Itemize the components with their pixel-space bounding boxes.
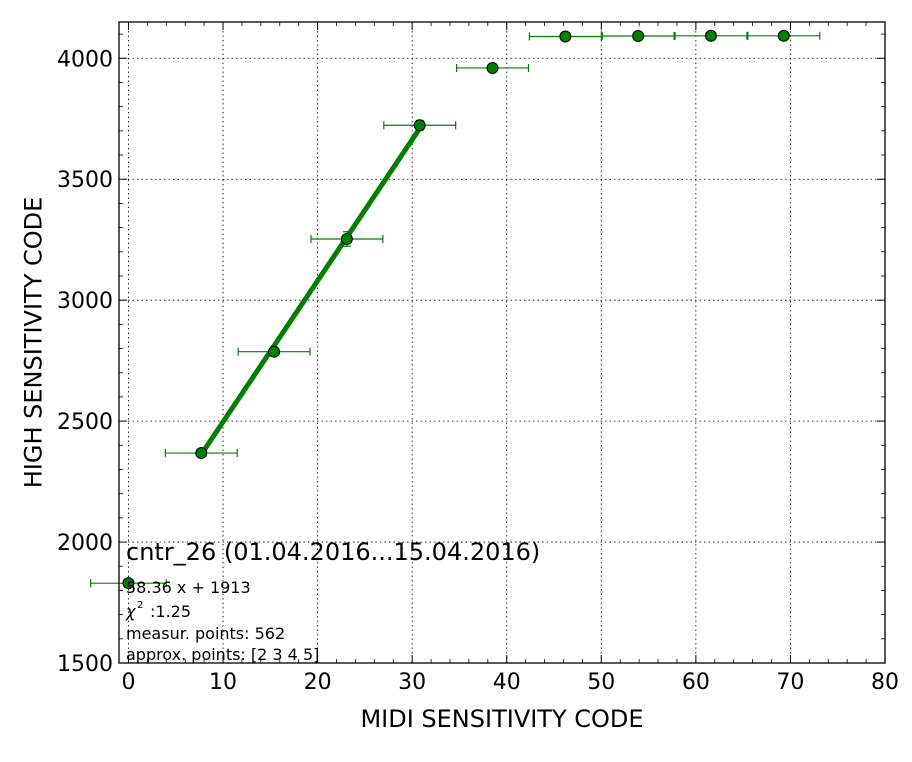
data-point	[122, 577, 135, 590]
y-tick-label: 1500	[57, 652, 113, 677]
chi2-value: :1.25	[150, 602, 191, 621]
x-tick-label: 0	[121, 670, 135, 695]
x-tick-label: 30	[398, 670, 426, 695]
y-tick-label: 3500	[57, 168, 113, 193]
y-tick-label: 4000	[57, 47, 113, 72]
x-tick-label: 10	[209, 670, 237, 695]
data-point	[195, 447, 208, 460]
x-axis-label: MIDI SENSITIVITY CODE	[360, 705, 643, 733]
x-tick-label: 50	[587, 670, 615, 695]
y-tick-label: 2000	[57, 531, 113, 556]
data-point	[632, 30, 645, 43]
chi-symbol: χ	[125, 602, 136, 621]
data-point	[559, 30, 572, 43]
y-axis-label: HIGH SENSITIVITY CODE	[19, 197, 47, 489]
x-tick-label: 70	[776, 670, 804, 695]
x-tick-labels: 0 10 20 30 40 50 60 70 80	[121, 670, 899, 695]
x-tick-label: 60	[682, 670, 710, 695]
y-tick-labels: 1500 2000 2500 3000 3500 4000	[57, 47, 113, 677]
grid-lines	[119, 22, 885, 663]
fit-line	[199, 126, 422, 456]
axis-ticks	[119, 22, 886, 664]
data-points	[122, 29, 790, 590]
errorbar-group	[90, 31, 821, 588]
x-tick-label: 20	[304, 670, 332, 695]
annotation-equation: 58.36 x + 1913	[126, 578, 251, 597]
x-tick-label: 80	[871, 670, 899, 695]
chi-superscript: 2	[137, 600, 143, 611]
data-point	[486, 61, 499, 74]
annotation-measur-points: measur. points: 562	[126, 624, 285, 643]
fit-line-group	[199, 126, 422, 456]
plot-frame	[118, 21, 886, 664]
data-point	[777, 29, 790, 42]
fit-annotation: cntr_26 (01.04.2016...15.04.2016) 58.36 …	[125, 538, 540, 664]
y-tick-label: 3000	[57, 289, 113, 314]
x-tick-label: 40	[493, 670, 521, 695]
y-tick-label: 2500	[57, 410, 113, 435]
data-point	[704, 29, 717, 42]
data-point	[268, 345, 281, 358]
annotation-chi2: χ 2 :1.25	[125, 600, 191, 621]
data-point	[413, 119, 426, 132]
data-point	[340, 232, 353, 245]
annotation-approx-points: approx. points: [2 3 4 5]	[126, 645, 319, 664]
annotation-title: cntr_26 (01.04.2016...15.04.2016)	[126, 538, 540, 566]
